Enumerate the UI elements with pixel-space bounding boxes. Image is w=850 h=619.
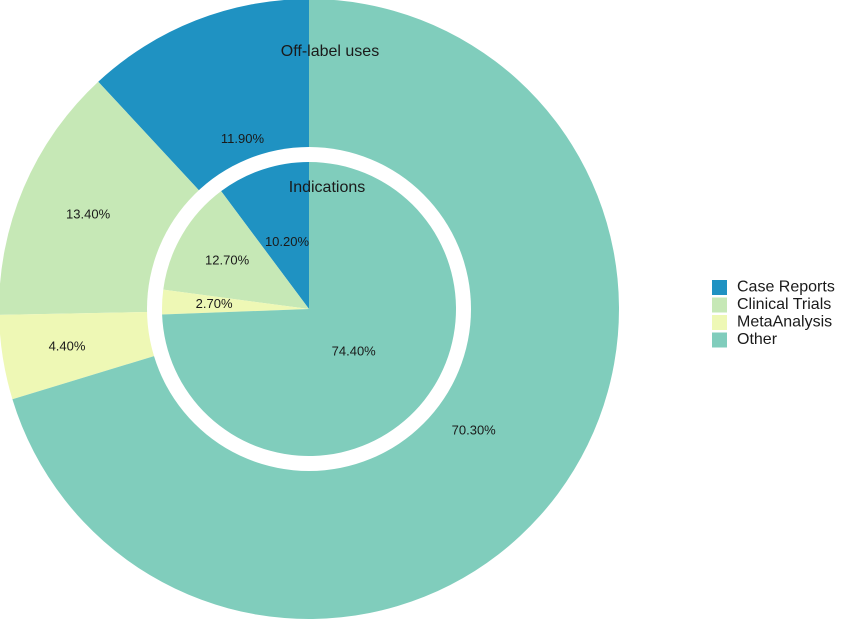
legend-label-clinical-trials: Clinical Trials: [737, 296, 831, 313]
legend-swatch-clinical-trials: [712, 297, 727, 313]
inner-ring: [162, 162, 457, 456]
legend-swatch-other: [712, 332, 727, 348]
legend-swatch-case-reports: [712, 280, 727, 295]
legend-label-other: Other: [737, 331, 778, 348]
outer-label-metaanalysis: 4.40%: [49, 339, 86, 354]
inner-label-other: 74.40%: [332, 343, 377, 358]
inner-slice-other: [162, 162, 457, 456]
outer-label-clinical-trials: 13.40%: [66, 207, 111, 222]
inner-label-case-reports: 10.20%: [265, 234, 310, 249]
legend-label-metaanalysis: MetaAnalysis: [737, 314, 832, 331]
inner-label-metaanalysis: 2.70%: [196, 296, 233, 311]
outer-label-case-reports: 11.90%: [221, 131, 265, 146]
outer-ring-title: Off-label uses: [281, 43, 379, 60]
inner-slice-case-reports: [221, 162, 309, 309]
inner-slice-clinical-trials: [163, 191, 309, 309]
slice-labels: 11.90% 13.40% 4.40% 70.30% 10.20% 12.70% 2.70%…: [49, 131, 497, 438]
legend-swatch-metaanalysis: [712, 315, 727, 330]
inner-slice-metaanalysis: [162, 289, 309, 315]
legend-label-case-reports: Case Reports: [737, 279, 835, 296]
inner-ring-title: Indications: [289, 179, 366, 196]
outer-label-other: 70.30%: [452, 423, 497, 438]
inner-label-clinical-trials: 12.70%: [205, 252, 250, 267]
